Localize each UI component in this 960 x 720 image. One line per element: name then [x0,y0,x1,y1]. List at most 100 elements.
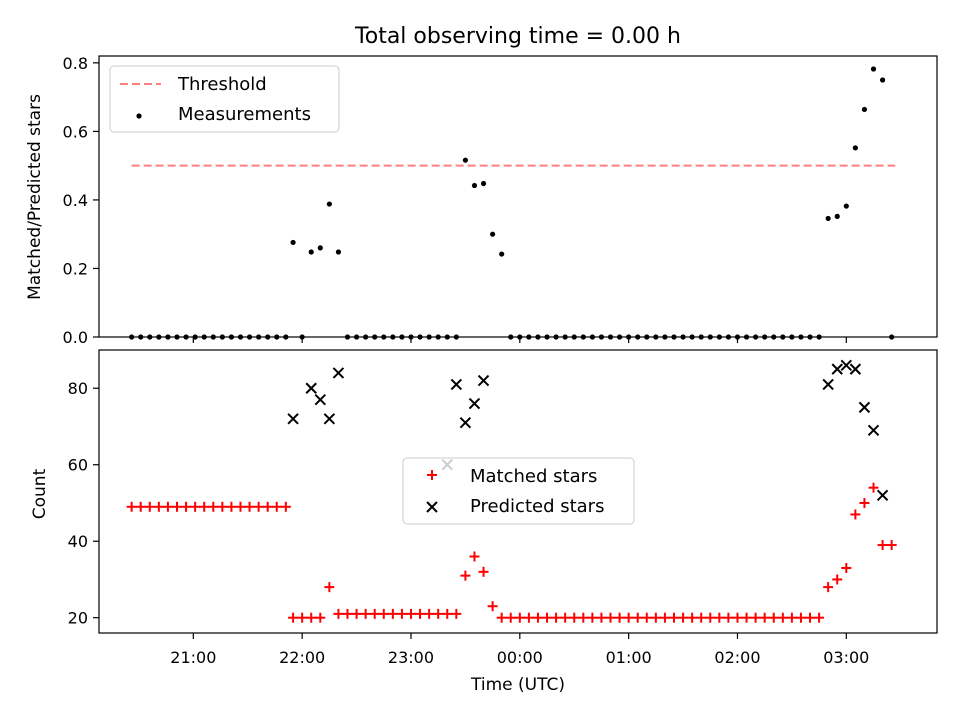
matched-star-point [759,612,770,623]
matched-star-point [560,612,571,623]
matched-star-point [190,501,201,512]
matched-star-point [235,501,246,512]
predicted-star-point [459,416,472,429]
matched-star-point [777,612,788,623]
predicted-star-point [332,367,345,379]
matched-star-point [732,612,743,623]
matched-star-point [351,608,362,619]
matched-star-point [217,501,228,512]
bottom-y-tick-label: 60 [68,456,88,475]
bottom-axes-frame [98,349,938,634]
bottom-legend-box [402,457,635,525]
matched-star-point [841,562,852,573]
matched-star-point [650,612,661,623]
matched-star-point [442,608,453,619]
measurement-point [480,180,487,187]
measurement-point [580,334,586,340]
measurement-point [843,203,849,209]
predicted-star-point [305,382,317,394]
measurement-point [517,334,523,340]
matched-star-point [487,601,498,612]
measurement-point [562,334,568,340]
predicted-mark-stroke [287,413,299,425]
predicted-mark-stroke [849,363,862,375]
predicted-mark-stroke [323,413,336,425]
measurement-point [834,213,840,219]
measurement-point [889,334,895,340]
measurement-point [671,334,677,340]
measurement-point [237,334,244,340]
measurement-point [381,334,387,340]
measurement-point [753,334,759,340]
matched-star-point [496,612,507,623]
matched-star-point [696,612,707,623]
matched-star-point [280,501,291,512]
bottom-legend: Matched stars Predicted stars [402,457,635,525]
measurement-point [129,334,135,340]
x-tick-label: 22:00 [279,648,325,667]
top-y-tick-label: 0.8 [63,54,88,73]
predicted-star-point [323,413,336,425]
measurement-point [653,334,659,340]
matched-star-point [705,612,716,623]
predicted-star-point [477,374,490,387]
measurement-point [183,334,189,340]
measurement-point [870,66,877,72]
matched-star-point [208,501,219,512]
matched-star-point [868,482,879,493]
matched-star-point [823,582,834,593]
measurement-point [147,334,153,340]
predicted-star-point [858,401,871,414]
top-legend: Threshold Measurements [109,65,340,133]
legend-predicted-swatch [426,501,438,513]
legend-matched-label: Matched stars [470,466,597,487]
measurement-point [644,334,650,340]
measurement-point [399,334,405,340]
matched-star-point [741,612,752,623]
matched-star-point [460,570,471,581]
bottom-marks [126,359,897,623]
x-tick-label: 03:00 [823,648,869,667]
measurement-point [265,334,271,340]
matched-star-point [342,608,353,619]
measurement-point [165,334,171,340]
matched-star-point [814,612,825,623]
matched-star-point [623,612,634,623]
measurement-point [290,239,296,246]
matched-star-point [786,612,797,623]
measurement-point [344,334,351,340]
measurement-point [879,77,886,83]
top-axes: 0.0 0.2 0.4 0.6 0.8 [63,54,847,347]
measurement-point [435,334,441,340]
matched-star-point [768,612,779,623]
bottom-y-axis-label: Count [30,468,50,519]
legend-threshold-label: Threshold [177,74,267,95]
matched-star-point [324,582,335,593]
predicted-star-point [867,424,880,437]
predicted-star-point [468,397,481,410]
matched-star-point [405,608,416,619]
matched-star-point [723,612,734,623]
matched-star-point [714,612,725,623]
measurement-point [363,334,369,340]
x-axis-label: Time (UTC) [470,675,565,695]
measurement-point [210,334,216,340]
predicted-mark-stroke [305,382,317,394]
measurement-point [283,334,289,340]
matched-star-point [532,612,543,623]
measurement-point [335,249,342,255]
matched-star-point [271,501,282,512]
measurement-point [326,201,332,207]
measurement-point [698,334,704,340]
matched-star-point [523,612,534,623]
x-tick-label: 02:00 [714,648,760,667]
matched-star-point [171,501,182,512]
measurement-point [707,334,713,340]
predicted-star-point [831,363,843,375]
top-y-tick-label: 0.0 [63,328,88,347]
measurement-point [553,334,559,340]
measurement-point [816,334,822,340]
predicted-star-point [287,413,299,425]
x-tick-label: 21:00 [170,648,216,667]
